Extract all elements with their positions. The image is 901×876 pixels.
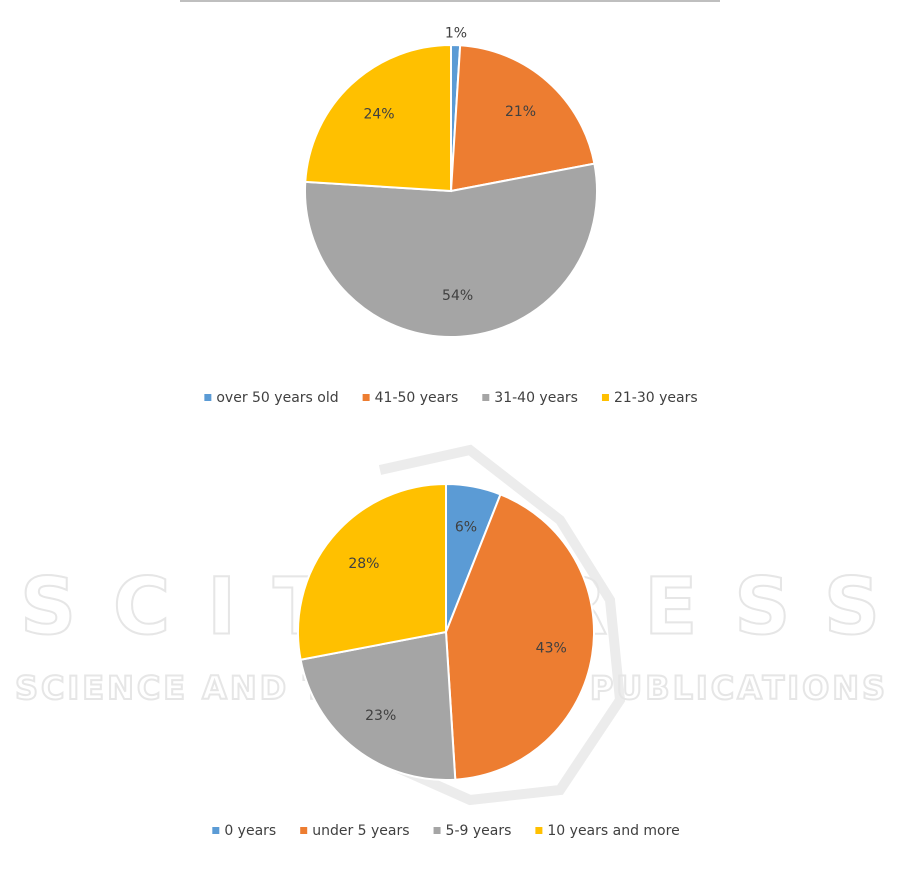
legend-marker [212,827,220,834]
data-label: 6% [455,519,477,535]
legend-marker [300,827,308,834]
legend-label: 5-9 years [446,823,512,839]
data-label: 54% [442,288,473,304]
legend-label: 41-50 years [375,390,459,406]
data-label: 24% [363,106,394,122]
legend-label: over 50 years old [216,390,338,406]
data-label: 23% [365,708,396,724]
pie-slice [444,493,595,781]
legend-marker [482,394,490,401]
pie-chart: 6% 43% 23% 28% [297,482,595,781]
legend-label: under 5 years [312,823,409,839]
pie-slice [304,162,598,338]
watermark-shape [377,444,626,806]
legend-label: 31-40 years [494,390,578,406]
legend-label: 0 years [224,823,276,839]
data-label: 1% [445,25,467,41]
legend-marker [535,827,543,834]
data-label: 43% [536,641,567,657]
pie-slice [299,630,457,781]
legend: over 50 years old 41-50 years 31-40 years 2… [204,390,698,406]
pie-slice [297,482,447,661]
legend-label: 10 years and more [547,823,679,839]
pie-chart: 1% 21% 54% 24% [304,25,598,338]
legend: 0 years under 5 years 5-9 years 10 years an… [212,823,680,839]
legend-marker [204,394,212,401]
legend-marker [362,394,370,401]
legend-marker [433,827,441,834]
legend-label: 21-30 years [614,390,698,406]
data-label: 28% [348,556,379,572]
legend-marker [601,394,609,401]
data-label: 21% [505,104,536,120]
pie-slice [304,43,452,193]
pie-slice [449,44,596,193]
